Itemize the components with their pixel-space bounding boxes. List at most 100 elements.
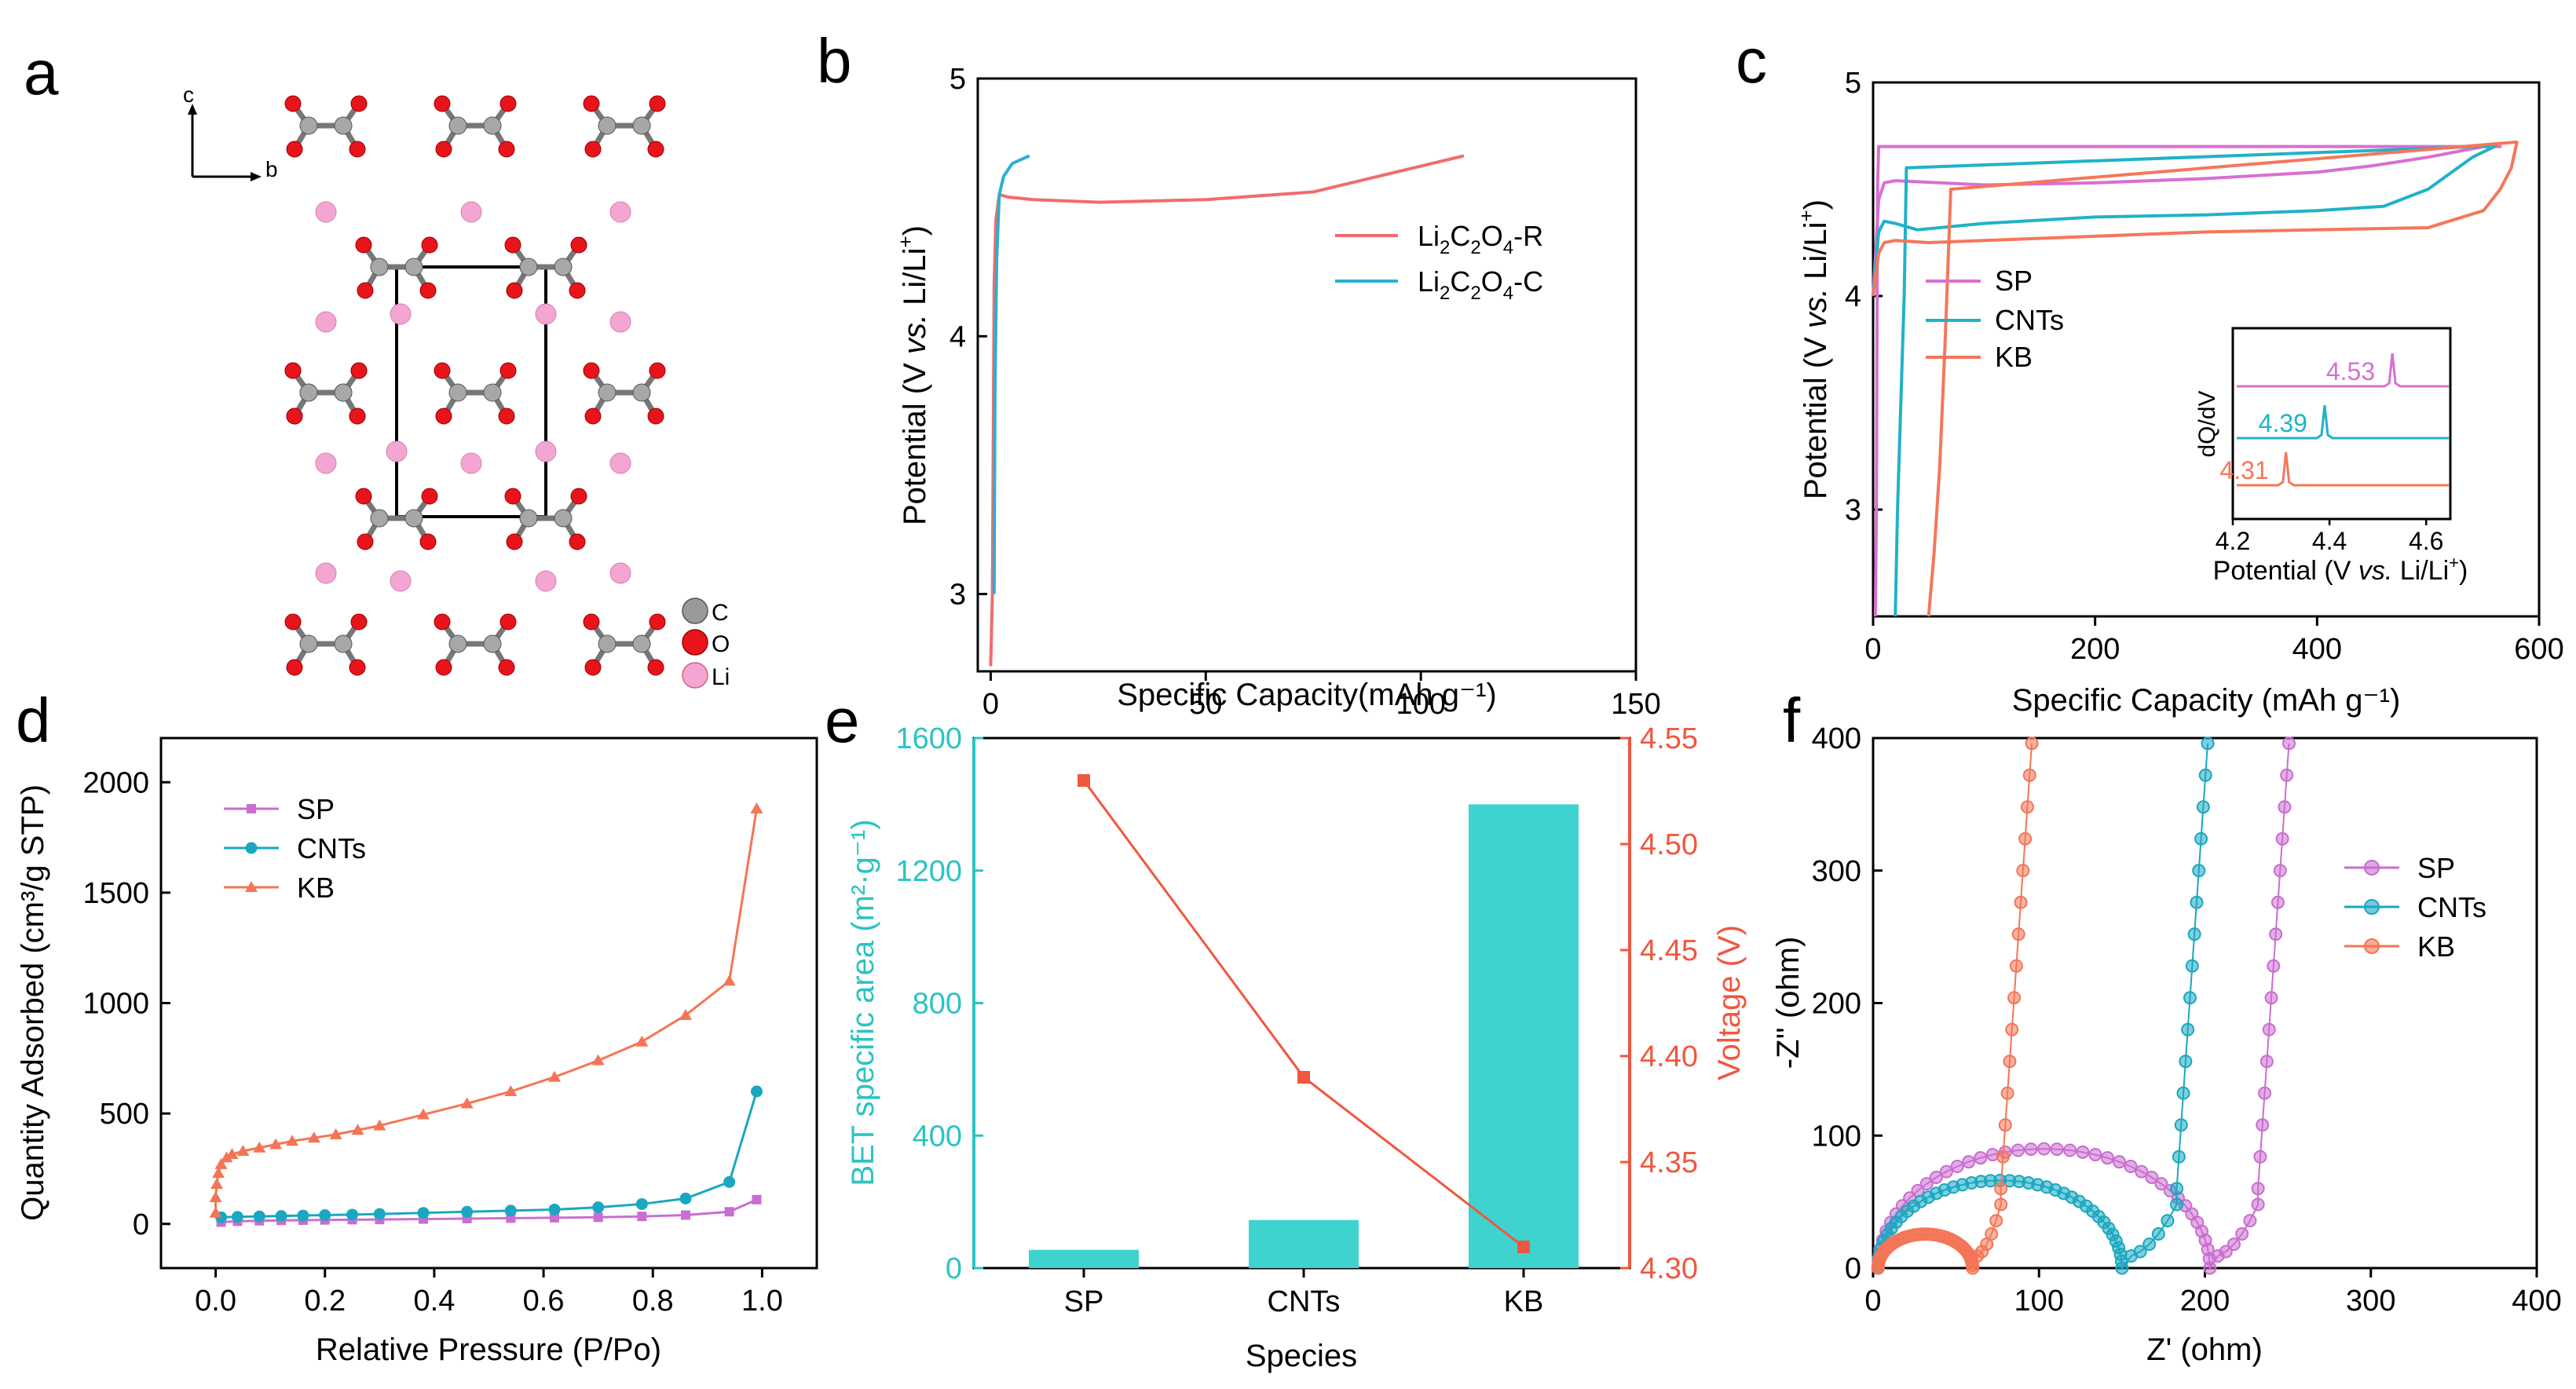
carbon-atom	[598, 116, 617, 135]
lithium-atom	[315, 201, 337, 223]
oxygen-atom	[498, 141, 515, 158]
ticks-c: 0 200 400 600 3 4 5	[1845, 67, 2564, 666]
nyquist-point-SP	[2280, 768, 2294, 782]
nyquist-point-CNTs	[2161, 1214, 2175, 1228]
oxygen-atom	[349, 659, 366, 676]
data-point-d-SP	[752, 1194, 762, 1204]
data-point-d-KB	[209, 1191, 222, 1202]
oxygen-atom	[649, 613, 666, 631]
data-point-d-CNTs	[253, 1210, 265, 1223]
oxygen-atom	[355, 236, 372, 254]
x-tick-label: 0.6	[523, 1285, 565, 1318]
oxygen-atom	[649, 362, 666, 379]
oxygen-atom	[284, 362, 302, 379]
oxygen-atom	[357, 282, 374, 299]
nyquist-point-KB	[2007, 991, 2022, 1005]
oxygen-legend-ball	[682, 629, 708, 656]
chart-e: 0 400 800 1200 1600 4.30 4.35 4.40 4.45 4.50 4.55 S…	[846, 722, 1747, 1373]
x-tick-label: 1.0	[741, 1285, 783, 1318]
nyquist-point-KB	[1996, 1150, 2010, 1164]
oxygen-atom	[569, 282, 586, 299]
y-tick-label: 1600	[895, 722, 962, 755]
oxygen-atom	[498, 408, 515, 425]
x-axis-label-c: Specific Capacity (mAh g⁻¹)	[2012, 683, 2401, 718]
plot-frame-c	[1872, 81, 2541, 618]
legend-label-f-SP: SP	[2417, 852, 2455, 884]
carbon-atom	[519, 509, 538, 528]
x-tick-label: 0	[1864, 633, 1881, 666]
data-point-d-CNTs	[592, 1201, 605, 1214]
lithium-atom	[315, 311, 337, 333]
atom-legend: C O Li	[682, 598, 730, 690]
data-point-d-KB	[417, 1108, 430, 1120]
legend-label-d-SP: SP	[297, 793, 335, 825]
nyquist-point-CNTs	[2176, 1086, 2190, 1100]
legend-c: SP CNTs KB	[1926, 265, 2064, 373]
x-tick-label: 400	[2292, 633, 2342, 666]
legend-marker-f-CNTs	[2364, 899, 2380, 915]
oxygen-atom	[349, 141, 366, 158]
oxygen-atom	[649, 95, 666, 112]
nyquist-point-KB	[2009, 959, 2023, 973]
legend-label-d-CNTs: CNTs	[297, 832, 366, 864]
series-f	[1871, 737, 2296, 1275]
carbon-atom	[404, 258, 423, 276]
nyquist-point-SP	[2076, 1145, 2090, 1159]
data-point-d-KB	[373, 1119, 386, 1131]
nyquist-point-CNTs	[2192, 864, 2206, 878]
y-tick-label: 100	[1812, 1120, 1861, 1153]
series-line-d-CNTs	[221, 1091, 758, 1219]
lithium-atom	[609, 311, 631, 333]
carbon-atom	[483, 634, 502, 653]
x-tick-label: 200	[2070, 633, 2120, 666]
inset-curve-CNTs	[2237, 404, 2449, 440]
inset-y-label: dQ/dV	[2194, 390, 2220, 457]
nyquist-point-KB	[2025, 737, 2039, 751]
data-point-d-KB	[210, 1178, 223, 1190]
ticks-f: 0 100 200 300 400 0 100 200 300 400	[1812, 722, 2562, 1318]
data-point-d-KB	[723, 974, 736, 986]
data-point-d-SP	[637, 1212, 647, 1222]
y-tick-label: 0	[1845, 1252, 1861, 1285]
oxygen-atom	[647, 408, 664, 425]
nyquist-point-CNTs	[2174, 1118, 2188, 1132]
nyquist-point-CNTs	[2194, 832, 2208, 846]
y-tick-label: 400	[913, 1120, 962, 1153]
legend-marker-d-KB	[245, 881, 258, 892]
y-tick-label: 0	[946, 1252, 962, 1285]
legend-marker-d-SP	[247, 804, 256, 813]
data-point-d-CNTs	[275, 1210, 287, 1223]
oxygen-atom	[434, 95, 451, 112]
data-point-d-KB	[209, 1206, 222, 1218]
data-point-d-CNTs	[679, 1192, 692, 1204]
bars-and-line-e: 0 400 800 1200 1600 4.30 4.35 4.40 4.45 4.50 4.55 S…	[895, 722, 1698, 1318]
nyquist-point-CNTs	[2133, 1245, 2147, 1259]
legend-label-f-CNTs: CNTs	[2417, 891, 2486, 923]
nyquist-point-SP	[2154, 1177, 2168, 1191]
unit-cell	[395, 265, 547, 518]
nyquist-point-KB	[2018, 832, 2033, 846]
nyquist-point-CNTs	[2115, 1261, 2129, 1275]
y-axis-label-left-e: BET specific area (m²·g⁻¹)	[846, 819, 880, 1186]
nyquist-point-CNTs	[2185, 959, 2199, 973]
nyquist-point-SP	[2227, 1237, 2241, 1252]
x-tick-label: 100	[2014, 1285, 2064, 1318]
nyquist-point-SP	[2259, 1055, 2274, 1069]
x-axis-label-d: Relative Pressure (P/Po)	[316, 1332, 661, 1367]
bar-KB	[1469, 804, 1579, 1268]
y-tick-label-right: 4.45	[1640, 934, 1698, 967]
y-tick-label: 0	[133, 1208, 149, 1241]
crystal-structure: c b C O Li	[183, 82, 730, 690]
series-line-d-KB	[214, 808, 758, 1213]
y-tick-label-right: 4.55	[1640, 722, 1698, 755]
lithium-atom	[386, 440, 408, 462]
oxygen-atom	[499, 95, 517, 112]
carbon-atom	[598, 634, 617, 653]
panel-label-e: e	[825, 685, 860, 755]
oxygen-atom	[421, 236, 438, 254]
inset-dqdv: 4.53 4.39 4.31 4.2 4.4 4.6 dQ/dV Potential (V…	[2194, 327, 2468, 586]
x-tick-label: 400	[2512, 1285, 2561, 1318]
legend-label-sp-c: SP	[1995, 265, 2033, 297]
oxygen-atom	[350, 362, 368, 379]
